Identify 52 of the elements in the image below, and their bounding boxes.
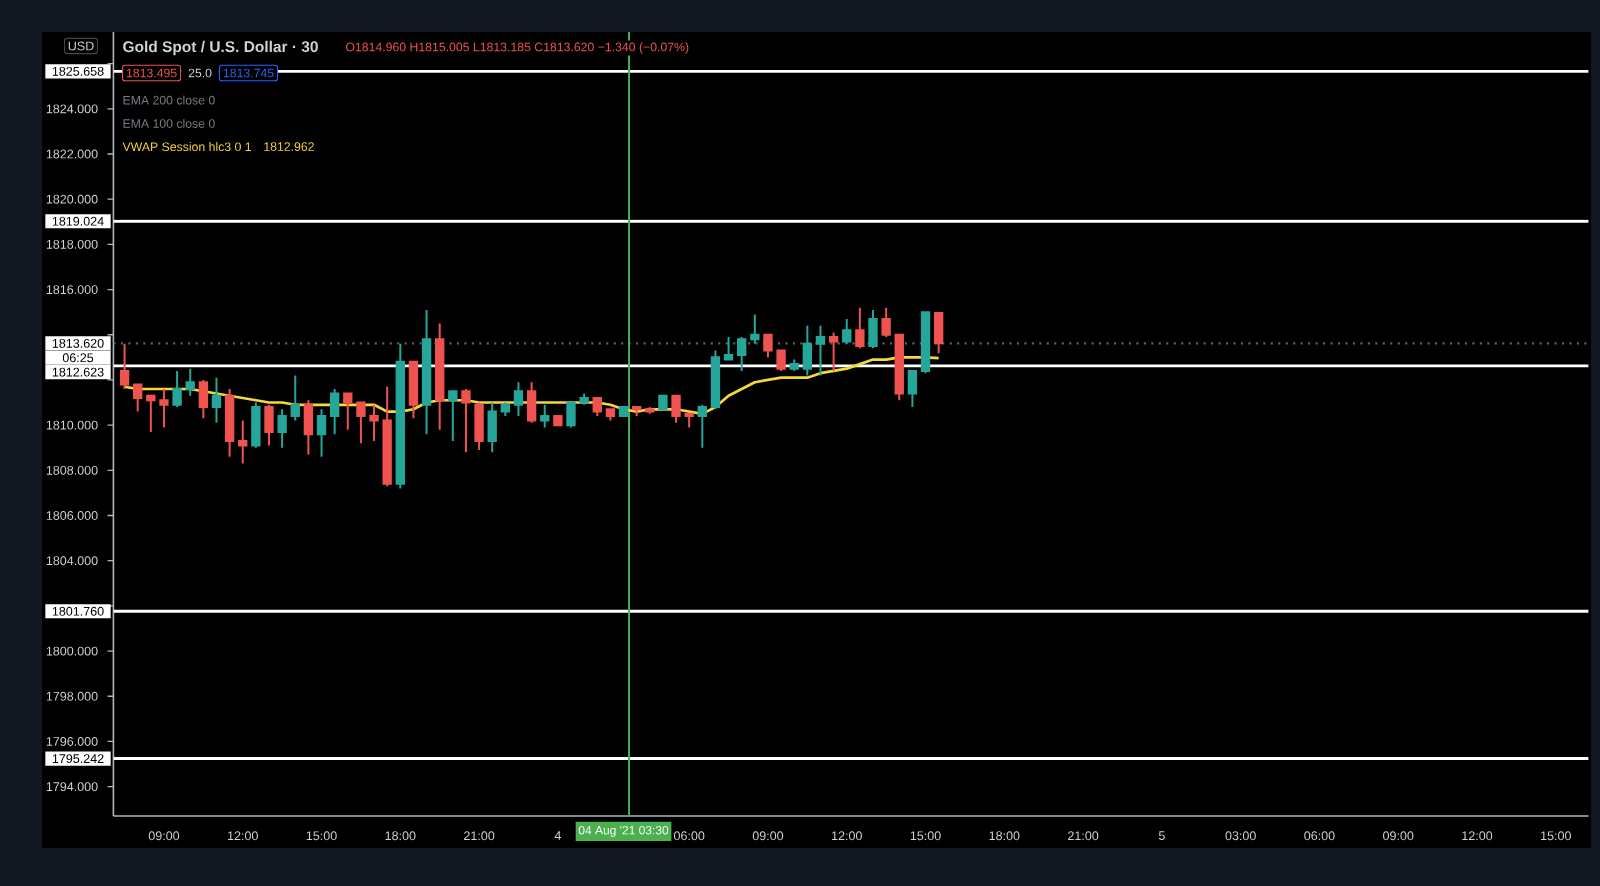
candlestick xyxy=(737,336,747,372)
candlestick xyxy=(802,324,813,377)
candlestick xyxy=(789,358,799,372)
candlestick xyxy=(408,360,419,420)
candlestick xyxy=(723,336,734,361)
candlestick xyxy=(815,324,826,377)
candlestick xyxy=(710,349,721,411)
candlestick xyxy=(435,322,445,431)
candlestick xyxy=(920,311,931,375)
candlestick xyxy=(461,387,471,454)
candlestick xyxy=(133,383,143,413)
candlestick xyxy=(290,374,300,422)
candlestick xyxy=(605,408,616,422)
candlestick xyxy=(343,392,353,431)
candlestick xyxy=(224,387,235,458)
candlestick xyxy=(658,394,668,411)
candlestick xyxy=(842,317,852,345)
candlestick xyxy=(316,408,327,458)
candlestick xyxy=(395,342,405,490)
candlestick xyxy=(553,415,563,427)
candlestick xyxy=(303,399,314,456)
candlestick xyxy=(645,406,655,415)
candlestick xyxy=(474,401,484,451)
candlestick xyxy=(540,403,550,429)
candlestick xyxy=(277,408,287,449)
candlestick xyxy=(631,406,642,418)
candlestick xyxy=(526,381,537,424)
candlestick xyxy=(238,419,248,465)
candlestick xyxy=(894,333,904,402)
candlestick xyxy=(750,313,760,345)
candlestick xyxy=(264,403,274,447)
candlestick xyxy=(881,306,891,339)
candlestick xyxy=(421,308,432,436)
candlestick xyxy=(697,403,707,449)
candlestick xyxy=(198,378,209,420)
candlestick xyxy=(933,311,944,355)
candlestick xyxy=(119,342,130,390)
candlestick xyxy=(448,390,458,442)
candlestick xyxy=(907,369,918,409)
candlestick xyxy=(500,401,511,418)
candlestick xyxy=(211,376,222,424)
candlestick xyxy=(185,367,195,397)
candlestick xyxy=(329,387,340,436)
candlestick xyxy=(855,306,865,350)
candlestick xyxy=(618,406,629,418)
candlestick xyxy=(487,401,497,454)
candlestick xyxy=(868,308,878,350)
candlestick xyxy=(592,397,602,418)
candlestick xyxy=(251,401,261,449)
candlestick xyxy=(172,369,182,409)
candlestick xyxy=(513,381,524,418)
candlestick xyxy=(828,331,839,372)
